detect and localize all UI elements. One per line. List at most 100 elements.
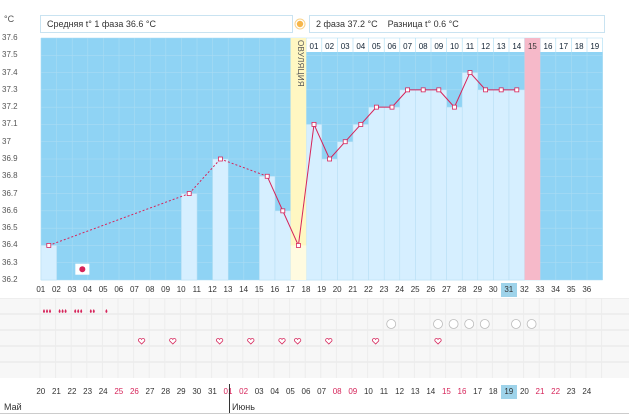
y-tick-label: 36.9: [2, 154, 18, 163]
phase2-day-06: 06: [387, 42, 397, 51]
cycle-day-19[interactable]: 19: [317, 285, 327, 294]
date-01[interactable]: 01: [223, 387, 233, 396]
date-30[interactable]: 30: [192, 387, 202, 396]
date-18[interactable]: 18: [488, 387, 498, 396]
cycle-day-20[interactable]: 20: [332, 285, 342, 294]
temp-line-segment: [360, 106, 377, 125]
date-24[interactable]: 24: [582, 387, 592, 396]
cervix-icon: [448, 319, 459, 329]
phase1-summary: Средняя t° 1 фаза 36.6 °C: [40, 15, 293, 33]
cycle-day-15[interactable]: 15: [254, 285, 264, 294]
date-29[interactable]: 29: [176, 387, 186, 396]
cycle-day-09[interactable]: 09: [161, 285, 171, 294]
temp-line-segment: [220, 158, 268, 177]
date-14[interactable]: 14: [426, 387, 436, 396]
date-10[interactable]: 10: [363, 387, 373, 396]
cycle-day-14[interactable]: 14: [239, 285, 249, 294]
date-28[interactable]: 28: [161, 387, 171, 396]
cycle-day-34[interactable]: 34: [551, 285, 561, 294]
cycle-day-31[interactable]: 31: [501, 283, 517, 297]
cycle-day-05[interactable]: 05: [98, 285, 108, 294]
unit-label: °C: [4, 14, 15, 24]
cervix-icon: [479, 319, 490, 329]
date-12[interactable]: 12: [395, 387, 405, 396]
cycle-day-21[interactable]: 21: [348, 285, 358, 294]
date-06[interactable]: 06: [301, 387, 311, 396]
cycle-day-10[interactable]: 10: [176, 285, 186, 294]
date-15[interactable]: 15: [441, 387, 451, 396]
y-tick-label: 36.3: [2, 257, 18, 267]
cycle-day-04[interactable]: 04: [83, 285, 93, 294]
cycle-day-02[interactable]: 02: [51, 285, 61, 294]
cycle-day-08[interactable]: 08: [145, 285, 155, 294]
date-04[interactable]: 04: [270, 387, 280, 396]
date-09[interactable]: 09: [348, 387, 358, 396]
date-31[interactable]: 31: [207, 387, 217, 396]
date-23[interactable]: 23: [83, 387, 93, 396]
y-tick-label: 37: [2, 136, 11, 146]
phase2-day-10: 10: [449, 42, 459, 51]
date-05[interactable]: 05: [285, 387, 295, 396]
blood-drop-icon: [105, 309, 108, 313]
y-tick-label: 37.6: [2, 33, 18, 42]
temp-line-segment: [313, 124, 331, 160]
cycle-day-17[interactable]: 17: [285, 285, 295, 294]
cycle-day-12[interactable]: 12: [207, 285, 217, 294]
date-24[interactable]: 24: [98, 387, 108, 396]
cycle-day-24[interactable]: 24: [395, 285, 405, 294]
cycle-day-11[interactable]: 11: [192, 285, 201, 294]
heart-icon: [434, 338, 442, 345]
cycle-day-26[interactable]: 26: [426, 285, 436, 294]
phase2-day-17: 17: [559, 42, 569, 51]
date-20[interactable]: 20: [519, 387, 529, 396]
heart-icon: [325, 338, 333, 345]
cycle-day-36[interactable]: 36: [582, 285, 592, 294]
cycle-day-22[interactable]: 22: [363, 285, 373, 294]
date-08[interactable]: 08: [332, 387, 342, 396]
temp-bar-day-26: [430, 89, 447, 281]
cycle-day-07[interactable]: 07: [129, 285, 139, 294]
date-22[interactable]: 22: [551, 387, 561, 396]
date-11[interactable]: 11: [379, 387, 389, 396]
date-16[interactable]: 16: [457, 387, 467, 396]
date-13[interactable]: 13: [410, 387, 420, 396]
cycle-day-30[interactable]: 30: [488, 285, 498, 294]
temp-bar-day-18: [305, 124, 323, 281]
date-19[interactable]: 19: [501, 385, 517, 399]
temp-point-day-31: [514, 87, 520, 93]
date-27[interactable]: 27: [145, 387, 155, 396]
cycle-day-01[interactable]: 01: [36, 285, 46, 294]
date-25[interactable]: 25: [114, 387, 124, 396]
temp-bar-day-15: [259, 176, 276, 281]
date-23[interactable]: 23: [566, 387, 576, 396]
date-17[interactable]: 17: [473, 387, 483, 396]
temp-bar-day-29: [477, 89, 494, 281]
date-20[interactable]: 20: [36, 387, 46, 396]
cycle-day-32[interactable]: 32: [519, 285, 529, 294]
date-26[interactable]: 26: [129, 387, 139, 396]
date-03[interactable]: 03: [254, 387, 264, 396]
cycle-day-13[interactable]: 13: [223, 285, 233, 294]
cycle-day-16[interactable]: 16: [270, 285, 280, 294]
cycle-day-33[interactable]: 33: [535, 285, 545, 294]
date-21[interactable]: 21: [51, 387, 61, 396]
heart-icon: [372, 338, 380, 345]
date-07[interactable]: 07: [317, 387, 327, 396]
cycle-day-29[interactable]: 29: [473, 285, 483, 294]
cycle-day-27[interactable]: 27: [441, 285, 451, 294]
cycle-day-03[interactable]: 03: [67, 285, 77, 294]
cycle-day-35[interactable]: 35: [566, 285, 576, 294]
date-02[interactable]: 02: [239, 387, 249, 396]
cycle-day-18[interactable]: 18: [301, 285, 311, 294]
phase2-day-05: 05: [371, 42, 381, 51]
cycle-day-25[interactable]: 25: [410, 285, 420, 294]
date-21[interactable]: 21: [535, 387, 545, 396]
temp-point-day-01: [46, 243, 52, 248]
cycle-day-23[interactable]: 23: [379, 285, 389, 294]
temp-point-day-25: [420, 87, 426, 93]
blood-drop-icon: [89, 309, 92, 313]
cycle-day-06[interactable]: 06: [114, 285, 124, 294]
temp-point-day-28: [467, 70, 473, 75]
date-22[interactable]: 22: [67, 387, 77, 396]
cycle-day-28[interactable]: 28: [457, 285, 467, 294]
